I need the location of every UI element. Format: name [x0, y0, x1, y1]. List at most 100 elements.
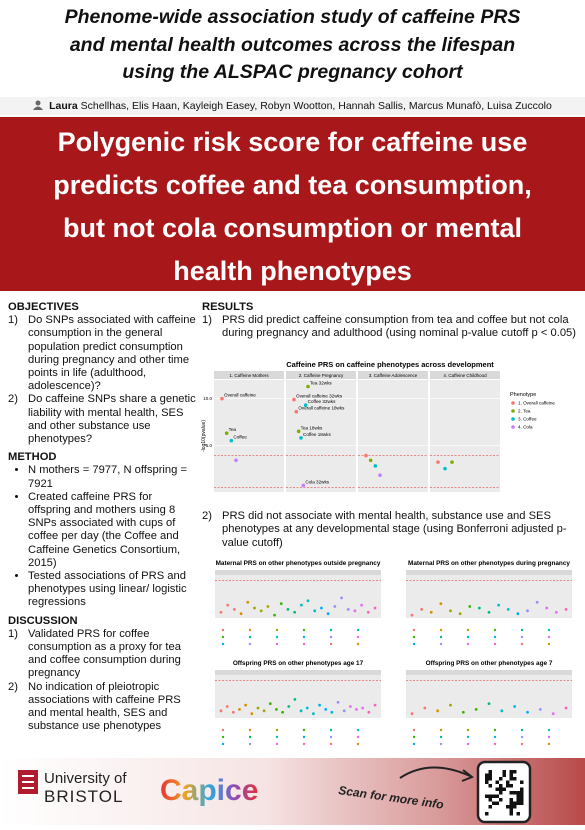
qr-cell [509, 784, 513, 788]
data-point [461, 710, 465, 714]
qr-cell [495, 787, 499, 791]
qr-cell [495, 780, 499, 784]
data-point [250, 712, 254, 716]
legend-swatch [248, 642, 252, 646]
data-point [487, 610, 491, 614]
panel-label: 3. Caffeine Adolescence [369, 373, 418, 378]
panel-strip [215, 570, 381, 575]
legend-label: 1. Overall caffeine [518, 401, 555, 406]
panel-bg [358, 380, 428, 492]
qr-cell [488, 784, 492, 788]
item-text: Validated PRS for coffee consumption as … [28, 627, 181, 680]
legend-swatch [302, 628, 306, 632]
data-point [312, 712, 315, 716]
data-point [219, 709, 223, 713]
panel-bg [406, 675, 572, 718]
qr-cell [488, 773, 492, 777]
qr-cell [520, 801, 524, 805]
data-point [368, 458, 373, 463]
data-point [273, 613, 276, 617]
legend-swatch [275, 742, 279, 746]
qr-cell [502, 787, 506, 791]
legend-swatch [275, 728, 279, 732]
section-heading: DISCUSSION [8, 614, 78, 627]
legend-swatch [412, 628, 416, 632]
data-point [373, 606, 377, 610]
data-point [219, 610, 223, 614]
data-point [306, 599, 310, 603]
data-point [361, 706, 365, 710]
data-point [281, 710, 284, 714]
legend-swatch [302, 642, 306, 646]
data-point [551, 712, 555, 716]
panel-strip [214, 371, 284, 379]
legend-swatch [356, 635, 360, 639]
list-item: 1) Do SNPs associated with caffeine consu… [8, 314, 196, 393]
banner-line: Polygenic risk score for caffeine use [57, 127, 528, 157]
legend-swatch [511, 401, 515, 405]
panel-strip [215, 670, 381, 675]
qr-cell [488, 805, 492, 809]
legend-swatch [547, 742, 551, 746]
legend-swatch [520, 628, 524, 632]
data-point [373, 464, 378, 468]
panel-strip [430, 371, 500, 379]
qr-cell [513, 791, 517, 795]
qr-cell [520, 780, 524, 784]
data-point [246, 600, 250, 604]
legend-swatch [221, 635, 225, 639]
data-point [526, 710, 529, 714]
small-chart: Maternal PRS on other phenotypes outside… [215, 560, 381, 646]
legend-swatch [356, 642, 360, 646]
legend-swatch [302, 742, 306, 746]
qr-cell [502, 773, 506, 777]
arrow-head [461, 769, 474, 782]
data-point [266, 605, 270, 608]
item-text: PRS did predict caffeine consumption fro… [222, 314, 576, 340]
data-point [226, 603, 230, 607]
data-point [232, 608, 236, 611]
footer: University of BRISTOL Capice Scan for mo… [0, 758, 585, 825]
point-label: Overall caffeine 18wks [298, 406, 345, 411]
section-heading: RESULTS [202, 301, 254, 313]
qr-cell [506, 805, 510, 809]
left-column: OBJECTIVES 1) Do SNPs associated with caff… [8, 298, 196, 734]
lead-author: Laura [49, 100, 78, 112]
qr-cell [520, 798, 524, 802]
qr-cell [488, 770, 492, 774]
data-point [439, 602, 443, 606]
point-label: Tea 32wks [310, 381, 332, 386]
legend-swatch [302, 735, 306, 739]
data-point [449, 703, 452, 707]
bullet-list: N mothers = 7977, N offspring = 7921Crea… [8, 464, 196, 609]
panel-label: 1. Caffeine Mothers [229, 373, 269, 378]
point-label: Tea [229, 427, 237, 432]
data-point [554, 610, 558, 614]
legend-swatch [275, 735, 279, 739]
qr-cell [516, 798, 520, 802]
qr-cell [488, 777, 492, 781]
legend-swatch [466, 728, 470, 732]
list-item: 1) PRS did predict caffeine consumption f… [202, 314, 582, 340]
data-point [220, 396, 224, 401]
panel-strip [358, 371, 428, 379]
legend-swatch [221, 628, 225, 632]
legend-swatch [356, 742, 360, 746]
legend-swatch [466, 742, 470, 746]
legend-swatch [439, 628, 443, 632]
qr-cell [513, 801, 517, 805]
legend-swatch [547, 635, 551, 639]
qr-cell [509, 805, 513, 809]
data-point [420, 608, 424, 611]
legend-swatch [439, 635, 443, 639]
legend-swatch [547, 728, 551, 732]
data-point [535, 600, 539, 604]
panel-strip [406, 670, 572, 675]
legend-swatch [412, 742, 416, 746]
qr-cell [485, 812, 489, 816]
data-point [293, 697, 297, 701]
data-point [346, 608, 350, 611]
data-point [373, 703, 377, 707]
qr-cell [516, 801, 520, 805]
